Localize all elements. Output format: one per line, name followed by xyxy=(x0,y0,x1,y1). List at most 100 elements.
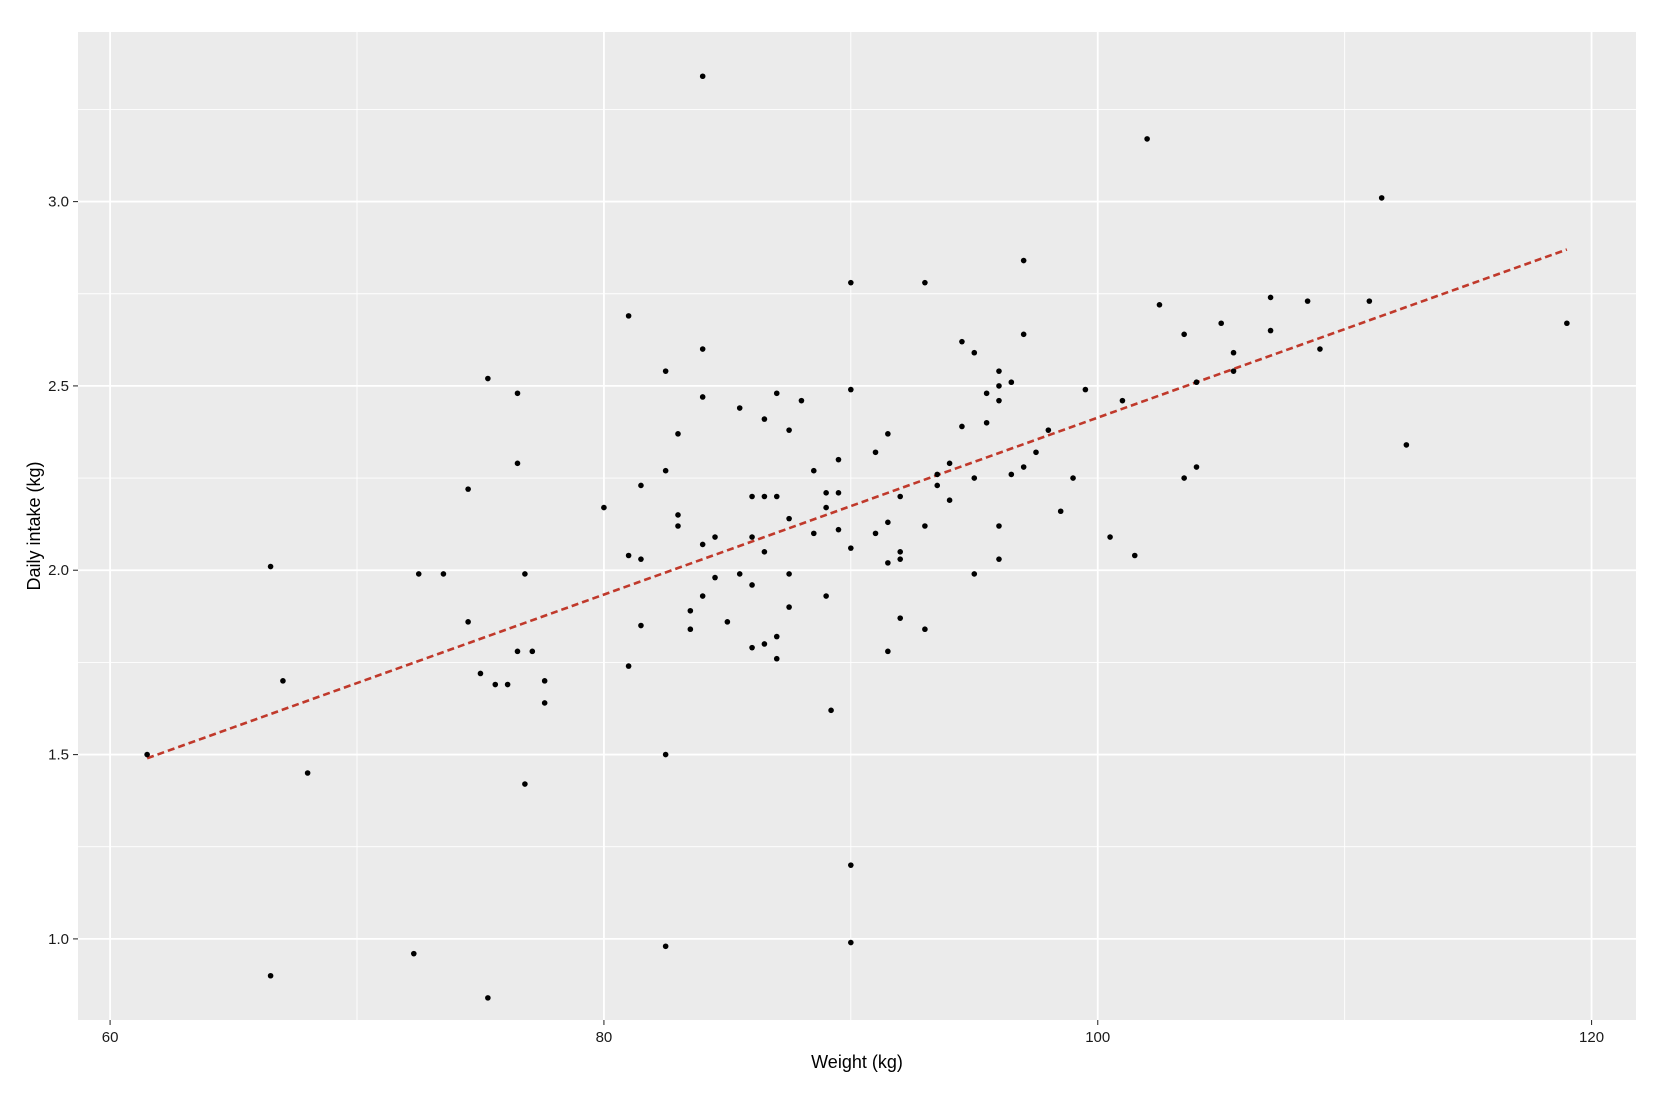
data-point xyxy=(1378,195,1385,201)
data-point xyxy=(835,526,842,533)
data-point xyxy=(514,460,521,467)
data-point xyxy=(736,405,743,411)
data-point xyxy=(1045,427,1052,433)
data-point xyxy=(712,534,718,540)
data-point xyxy=(712,574,718,581)
data-point xyxy=(699,593,706,599)
data-point xyxy=(848,939,854,946)
y-tick-label: 2.5 xyxy=(48,378,69,395)
data-point xyxy=(1193,379,1200,386)
y-tick-label: 2.0 xyxy=(48,562,69,579)
data-point xyxy=(971,349,978,356)
data-point xyxy=(522,571,528,577)
data-point xyxy=(440,571,447,577)
x-tick-label: 60 xyxy=(102,1029,119,1046)
data-point xyxy=(504,681,511,688)
data-point xyxy=(514,390,521,397)
data-point xyxy=(1230,349,1237,356)
data-point xyxy=(267,972,274,979)
data-point xyxy=(773,493,780,500)
data-point xyxy=(415,571,422,577)
y-axis: 1.0 1.5 2.0 2.5 3.0 xyxy=(48,194,78,948)
data-point xyxy=(823,504,829,511)
y-tick-label: 3.0 xyxy=(48,194,69,211)
data-point xyxy=(773,390,780,397)
data-point xyxy=(885,519,891,526)
data-point xyxy=(749,644,755,651)
data-point xyxy=(835,456,842,463)
x-axis: 60 80 100 120 xyxy=(102,1020,1604,1046)
data-point xyxy=(1403,442,1410,448)
data-point xyxy=(304,770,311,776)
data-point xyxy=(267,563,274,570)
data-point xyxy=(761,641,768,647)
data-point xyxy=(872,449,879,456)
data-point xyxy=(996,523,1002,529)
data-point xyxy=(638,556,644,562)
data-point xyxy=(662,751,669,758)
data-point xyxy=(492,681,499,688)
data-point xyxy=(625,663,632,669)
data-point xyxy=(835,490,842,496)
data-point xyxy=(798,397,805,404)
data-point xyxy=(761,493,768,500)
data-point xyxy=(675,431,681,437)
data-point xyxy=(971,475,978,481)
data-point xyxy=(699,541,706,548)
y-tick-label: 1.5 xyxy=(48,747,69,764)
data-point xyxy=(828,707,834,714)
data-point xyxy=(1181,331,1187,338)
plot-panel xyxy=(78,32,1636,1020)
data-point xyxy=(699,346,706,352)
data-point xyxy=(823,593,829,599)
x-tick-label: 80 xyxy=(596,1029,613,1046)
x-tick-label: 120 xyxy=(1579,1029,1604,1046)
data-point xyxy=(761,549,768,555)
data-point xyxy=(1193,464,1200,470)
data-point xyxy=(1082,386,1089,393)
data-point xyxy=(687,607,694,614)
data-point xyxy=(749,493,755,500)
data-point xyxy=(1317,346,1323,352)
data-point xyxy=(1020,331,1027,338)
data-point xyxy=(996,397,1002,404)
data-point xyxy=(541,678,548,684)
data-point xyxy=(810,530,817,537)
data-point xyxy=(485,995,491,1001)
data-point xyxy=(773,633,780,640)
data-point xyxy=(848,545,854,551)
data-point xyxy=(675,512,681,518)
grid-major xyxy=(78,32,1636,1020)
data-point xyxy=(1057,508,1064,515)
data-point xyxy=(848,279,854,286)
data-point xyxy=(724,619,731,625)
data-point xyxy=(983,419,990,426)
data-point xyxy=(1107,534,1113,540)
data-point xyxy=(983,390,990,397)
data-point xyxy=(601,504,607,511)
data-point xyxy=(280,678,286,684)
data-point xyxy=(1008,471,1015,478)
data-point xyxy=(687,626,694,633)
data-point xyxy=(465,486,471,492)
data-point xyxy=(885,560,891,566)
data-point xyxy=(477,670,484,677)
data-point xyxy=(1156,302,1163,308)
data-point xyxy=(848,386,854,393)
data-point xyxy=(485,375,491,382)
data-point xyxy=(959,338,965,345)
data-point xyxy=(638,482,644,489)
data-point xyxy=(996,383,1002,389)
data-point xyxy=(1564,320,1570,327)
x-axis-title: Weight (kg) xyxy=(811,1052,903,1072)
data-point xyxy=(749,582,755,588)
y-axis-title: Daily intake (kg) xyxy=(24,461,44,590)
data-point xyxy=(971,571,978,577)
data-point xyxy=(897,549,904,555)
data-points xyxy=(144,73,1570,1001)
data-point xyxy=(872,530,879,537)
data-point xyxy=(1131,552,1138,559)
data-point xyxy=(810,467,817,474)
data-point xyxy=(848,862,854,868)
